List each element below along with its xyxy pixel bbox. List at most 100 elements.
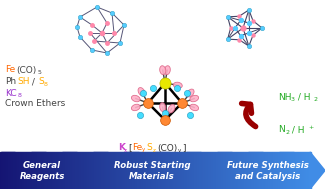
- Text: x: x: [124, 147, 127, 153]
- Bar: [113, 152, 114, 189]
- Bar: [266, 152, 268, 189]
- Text: z: z: [153, 147, 156, 153]
- Ellipse shape: [190, 104, 199, 111]
- Bar: [185, 152, 187, 189]
- Bar: [223, 152, 225, 189]
- Bar: [75, 152, 77, 189]
- Bar: [97, 152, 99, 189]
- Bar: [195, 152, 197, 189]
- Ellipse shape: [173, 82, 182, 88]
- Bar: [64, 152, 66, 189]
- Bar: [55, 152, 56, 189]
- Bar: [267, 152, 269, 189]
- Text: Fe: Fe: [132, 143, 142, 153]
- Bar: [259, 152, 261, 189]
- Bar: [92, 152, 94, 189]
- Ellipse shape: [131, 95, 140, 102]
- Text: SH: SH: [17, 77, 30, 87]
- Bar: [169, 152, 171, 189]
- Bar: [42, 152, 44, 189]
- Bar: [203, 152, 205, 189]
- Bar: [181, 152, 182, 189]
- Bar: [152, 152, 153, 189]
- Bar: [257, 152, 259, 189]
- Bar: [150, 152, 151, 189]
- Bar: [4, 152, 6, 189]
- Bar: [201, 152, 202, 189]
- Text: 8: 8: [18, 93, 22, 98]
- Bar: [215, 152, 216, 189]
- Bar: [157, 152, 159, 189]
- Bar: [143, 152, 144, 189]
- Bar: [94, 152, 96, 189]
- Bar: [7, 152, 9, 189]
- Text: Crown Ethers: Crown Ethers: [5, 99, 65, 108]
- Bar: [261, 152, 263, 189]
- Ellipse shape: [168, 105, 175, 113]
- Bar: [86, 152, 87, 189]
- Bar: [193, 152, 195, 189]
- Bar: [15, 152, 16, 189]
- Bar: [244, 152, 245, 189]
- Bar: [39, 152, 41, 189]
- Bar: [76, 152, 78, 189]
- Text: General
Reagents: General Reagents: [19, 161, 65, 181]
- Bar: [224, 152, 226, 189]
- Bar: [104, 152, 106, 189]
- Bar: [51, 152, 52, 189]
- Bar: [171, 152, 172, 189]
- Bar: [164, 152, 166, 189]
- Bar: [210, 152, 211, 189]
- Bar: [273, 152, 274, 189]
- Bar: [50, 152, 51, 189]
- Bar: [305, 152, 306, 189]
- Bar: [13, 152, 15, 189]
- Bar: [216, 152, 217, 189]
- Bar: [119, 152, 120, 189]
- Bar: [247, 152, 249, 189]
- Bar: [58, 152, 59, 189]
- Bar: [62, 152, 63, 189]
- Bar: [176, 152, 177, 189]
- Bar: [70, 152, 72, 189]
- Bar: [300, 152, 301, 189]
- Bar: [85, 152, 86, 189]
- Bar: [278, 152, 280, 189]
- Bar: [236, 152, 237, 189]
- Bar: [251, 152, 253, 189]
- Bar: [255, 152, 257, 189]
- Bar: [84, 152, 85, 189]
- Text: Robust Starting
Materials: Robust Starting Materials: [114, 161, 190, 181]
- Text: K: K: [118, 143, 125, 153]
- Bar: [127, 152, 129, 189]
- Bar: [77, 152, 79, 189]
- Bar: [188, 152, 189, 189]
- Text: Fe: Fe: [5, 66, 15, 74]
- Bar: [146, 152, 147, 189]
- Bar: [12, 152, 14, 189]
- Bar: [283, 152, 285, 189]
- Bar: [136, 152, 137, 189]
- Bar: [277, 152, 279, 189]
- Bar: [73, 152, 75, 189]
- Bar: [293, 152, 295, 189]
- Bar: [271, 152, 272, 189]
- Bar: [57, 152, 58, 189]
- Bar: [198, 152, 200, 189]
- Bar: [18, 152, 19, 189]
- Bar: [258, 152, 260, 189]
- Bar: [101, 152, 103, 189]
- Bar: [9, 152, 11, 189]
- Bar: [237, 152, 238, 189]
- Bar: [72, 152, 74, 189]
- Bar: [301, 152, 302, 189]
- Bar: [226, 152, 228, 189]
- Bar: [292, 152, 294, 189]
- Bar: [165, 152, 167, 189]
- Bar: [6, 152, 8, 189]
- Bar: [99, 152, 101, 189]
- Bar: [54, 152, 55, 189]
- Text: y: y: [142, 147, 145, 153]
- Bar: [289, 152, 291, 189]
- Bar: [281, 152, 283, 189]
